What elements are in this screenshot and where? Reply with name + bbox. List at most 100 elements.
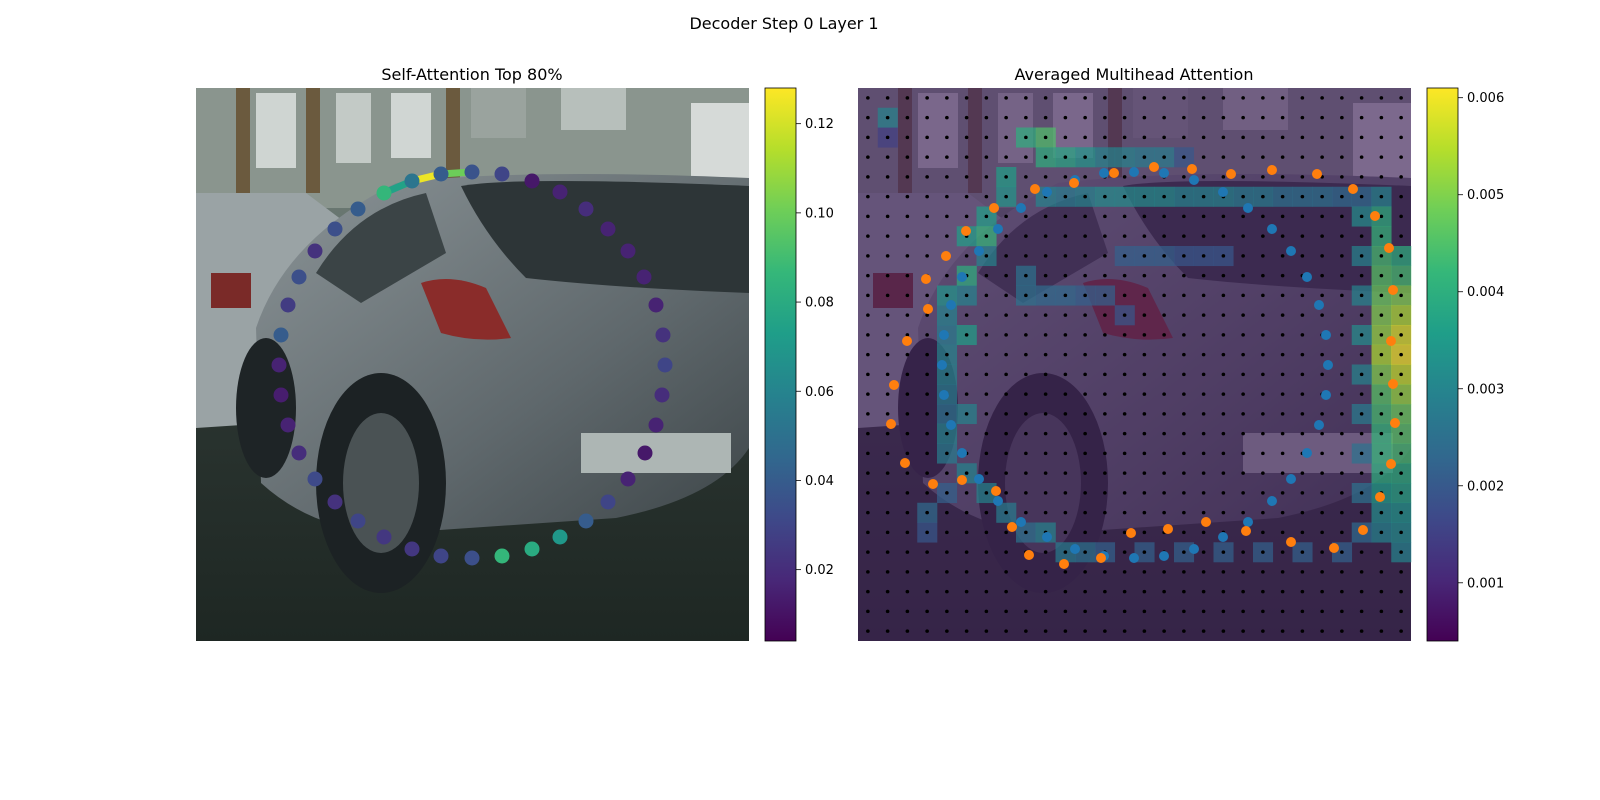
grid-dot [866,254,870,258]
grid-dot [1024,629,1028,633]
grid-dot [1241,352,1245,357]
grid-dot [1043,293,1048,298]
grid-dot [1280,254,1285,258]
query-point [1323,360,1333,370]
grid-dot [1024,392,1028,396]
grid-dot [1379,254,1384,258]
grid-dot [1359,254,1364,258]
grid-dot [1063,431,1068,436]
grid-dot [905,491,910,495]
grid-dot [1024,491,1028,495]
grid-dot [1379,352,1384,357]
query-point [946,420,956,430]
grid-dot [1221,135,1226,140]
colorbar-tick-label: 0.06 [805,385,834,400]
query-point [1016,203,1026,213]
grid-dot [1182,96,1186,100]
grid-dot [1261,155,1265,159]
grid-dot [905,412,910,416]
orange-reference-points [886,162,1400,569]
attention-point [280,297,296,313]
grid-dot [1340,629,1344,633]
grid-dot [1399,491,1403,495]
grid-dot [1359,333,1364,337]
grid-dot [1083,115,1087,120]
query-point [1302,448,1312,458]
grid-dot [1083,491,1087,495]
grid-dot [1399,155,1403,159]
grid-dot [1359,273,1364,278]
grid-dot [1063,451,1068,456]
reference-point [1069,178,1079,188]
grid-dot [1004,155,1008,159]
grid-dot [1201,589,1206,594]
grid-dot [1359,372,1364,377]
grid-dot [1083,175,1087,179]
grid-dot [1024,273,1028,278]
grid-dot [1399,510,1403,515]
grid-dot [1340,510,1344,515]
grid-dot [866,431,870,436]
grid-dot [905,96,910,100]
grid-dot [866,491,870,495]
grid-dot [866,471,870,475]
reference-point [1386,336,1396,346]
grid-dot [1083,293,1087,298]
grid-dot [1261,333,1265,337]
grid-dot [1399,254,1403,258]
grid-dot [1359,629,1364,633]
grid-dot [964,155,969,159]
self-attention-points [271,164,673,566]
grid-dot [1142,412,1147,416]
grid-dot [1004,115,1008,120]
grid-dot [905,392,910,396]
grid-dot [1162,570,1166,574]
grid-dot [1162,491,1166,495]
grid-dot [866,412,870,416]
grid-dot [1083,609,1087,614]
grid-dot [1122,135,1127,140]
grid-dot [1241,629,1245,633]
grid-dot [866,530,870,535]
grid-dot [1399,629,1403,633]
grid-dot [945,609,949,614]
reference-point [991,486,1001,496]
grid-dot [1142,96,1147,100]
query-point [1042,532,1052,542]
grid-dot [1162,510,1166,515]
grid-dot [1142,629,1147,633]
grid-dot [1142,293,1147,298]
attention-point [404,173,420,189]
grid-dot [1142,214,1147,219]
grid-dot [866,96,870,100]
grid-dot [1379,333,1384,337]
grid-dot [1004,431,1008,436]
grid-dot [1280,412,1285,416]
grid-dot [1280,214,1285,219]
grid-dot [1280,471,1285,475]
multihead-attention-title: Averaged Multihead Attention [1015,65,1254,84]
query-point [957,448,967,458]
grid-dot [1083,451,1087,456]
attention-point [464,164,480,180]
grid-dot [1300,530,1305,535]
grid-dot [1320,471,1324,475]
grid-dot [1182,550,1186,554]
grid-dot [866,333,870,337]
grid-dot [1221,155,1226,159]
grid-dot [885,333,890,337]
grid-dot [1004,214,1008,219]
colorbar-tick-label: 0.002 [1467,479,1504,494]
grid-dot [1103,589,1107,594]
grid-dot [866,352,870,357]
grid-dot [1182,333,1186,337]
grid-dot [1043,412,1048,416]
grid-dot [1103,273,1107,278]
grid-dot [1103,293,1107,298]
grid-dot [925,471,929,475]
grid-dot [866,214,870,219]
grid-dot [1379,313,1384,317]
grid-dot [1043,352,1048,357]
grid-dot [984,412,989,416]
reference-point [1187,164,1197,174]
